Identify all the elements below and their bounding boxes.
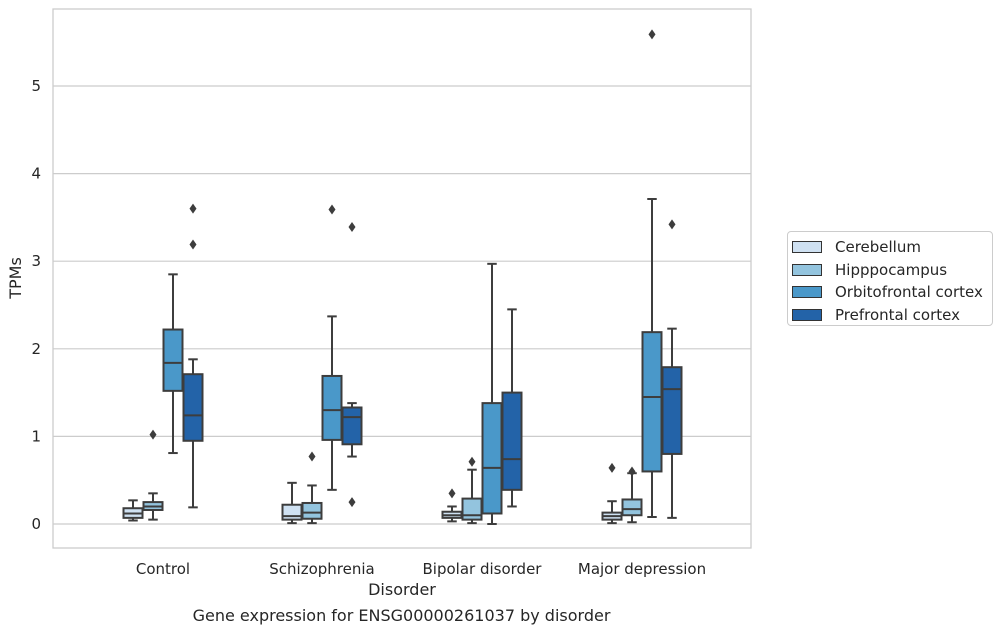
iqr-box xyxy=(481,402,503,515)
y-tick-label: 5 xyxy=(31,77,41,95)
box-cerebellum xyxy=(441,488,463,523)
x-tick-label: Schizophrenia xyxy=(269,560,374,578)
box-cerebellum xyxy=(601,462,623,525)
box-prefrontal-cortex xyxy=(501,308,523,508)
x-tick-label: Control xyxy=(136,560,190,578)
box-orbitofrontal-cortex xyxy=(321,204,343,491)
box-orbitofrontal-cortex xyxy=(481,262,503,525)
legend-swatch xyxy=(792,308,822,321)
x-tick-label: Bipolar disorder xyxy=(423,560,543,578)
legend-label: Hipppocampus xyxy=(835,260,948,279)
iqr-box xyxy=(341,406,363,446)
x-tick-labels: Control Schizophrenia Bipolar disorder Majo… xyxy=(136,560,706,578)
x-axis-label: Disorder xyxy=(368,580,436,599)
box-cerebellum xyxy=(122,499,144,522)
y-tick-label: 4 xyxy=(31,165,41,183)
box-prefrontal-cortex xyxy=(341,222,363,508)
legend-item: Hipppocampus xyxy=(792,259,992,282)
outlier-point xyxy=(628,466,636,477)
legend-label: Prefrontal cortex xyxy=(835,305,960,324)
y-tick-label: 1 xyxy=(31,427,41,445)
iqr-box xyxy=(661,366,683,455)
legend-swatch xyxy=(792,241,822,254)
y-tick-label: 2 xyxy=(31,340,41,358)
y-tick-labels: 0 1 2 3 4 5 xyxy=(31,77,41,533)
legend-label: Orbitofrontal cortex xyxy=(835,283,983,302)
box-hipppocampus xyxy=(461,456,483,525)
iqr-box xyxy=(501,391,523,491)
box-prefrontal-cortex xyxy=(661,219,683,519)
y-axis-label: TPMs xyxy=(6,257,25,300)
legend-swatch xyxy=(792,286,822,299)
outlier-point xyxy=(189,239,197,250)
legend: Cerebellum Hipppocampus Orbitofrontal cort… xyxy=(787,231,993,326)
outlier-point xyxy=(608,462,616,473)
outlier-point xyxy=(468,456,476,467)
box-hipppocampus xyxy=(142,429,164,521)
box-orbitofrontal-cortex xyxy=(641,29,663,518)
outlier-point xyxy=(648,29,656,40)
legend-label: Cerebellum xyxy=(835,238,921,257)
outlier-point xyxy=(348,497,356,508)
legend-item: Orbitofrontal cortex xyxy=(792,281,992,304)
outlier-point xyxy=(308,451,316,462)
iqr-box xyxy=(461,497,483,521)
legend-swatch xyxy=(792,263,822,276)
box-hipppocampus xyxy=(621,466,643,524)
y-tick-label: 3 xyxy=(31,252,41,270)
iqr-box xyxy=(621,498,643,517)
outlier-point xyxy=(189,203,197,214)
box-prefrontal-cortex xyxy=(182,203,204,509)
box-cerebellum xyxy=(281,481,303,525)
outlier-point xyxy=(668,219,676,230)
box-orbitofrontal-cortex xyxy=(162,273,184,455)
iqr-box xyxy=(301,501,323,520)
iqr-box xyxy=(281,503,303,521)
legend-item: Prefrontal cortex xyxy=(792,304,992,327)
iqr-box xyxy=(641,331,663,473)
figure-caption: Gene expression for ENSG00000261037 by d… xyxy=(192,606,611,625)
legend-item: Cerebellum xyxy=(792,236,992,259)
plot-area-frame xyxy=(52,8,752,549)
y-tick-label: 0 xyxy=(31,515,41,533)
outlier-point xyxy=(348,222,356,233)
iqr-box xyxy=(162,328,184,392)
outlier-point xyxy=(328,204,336,215)
outlier-point xyxy=(448,488,456,499)
iqr-box xyxy=(182,373,204,442)
box-hipppocampus xyxy=(301,451,323,525)
x-tick-label: Major depression xyxy=(578,560,706,578)
outlier-point xyxy=(149,429,157,440)
iqr-box xyxy=(321,374,343,441)
box-groups xyxy=(122,29,683,525)
